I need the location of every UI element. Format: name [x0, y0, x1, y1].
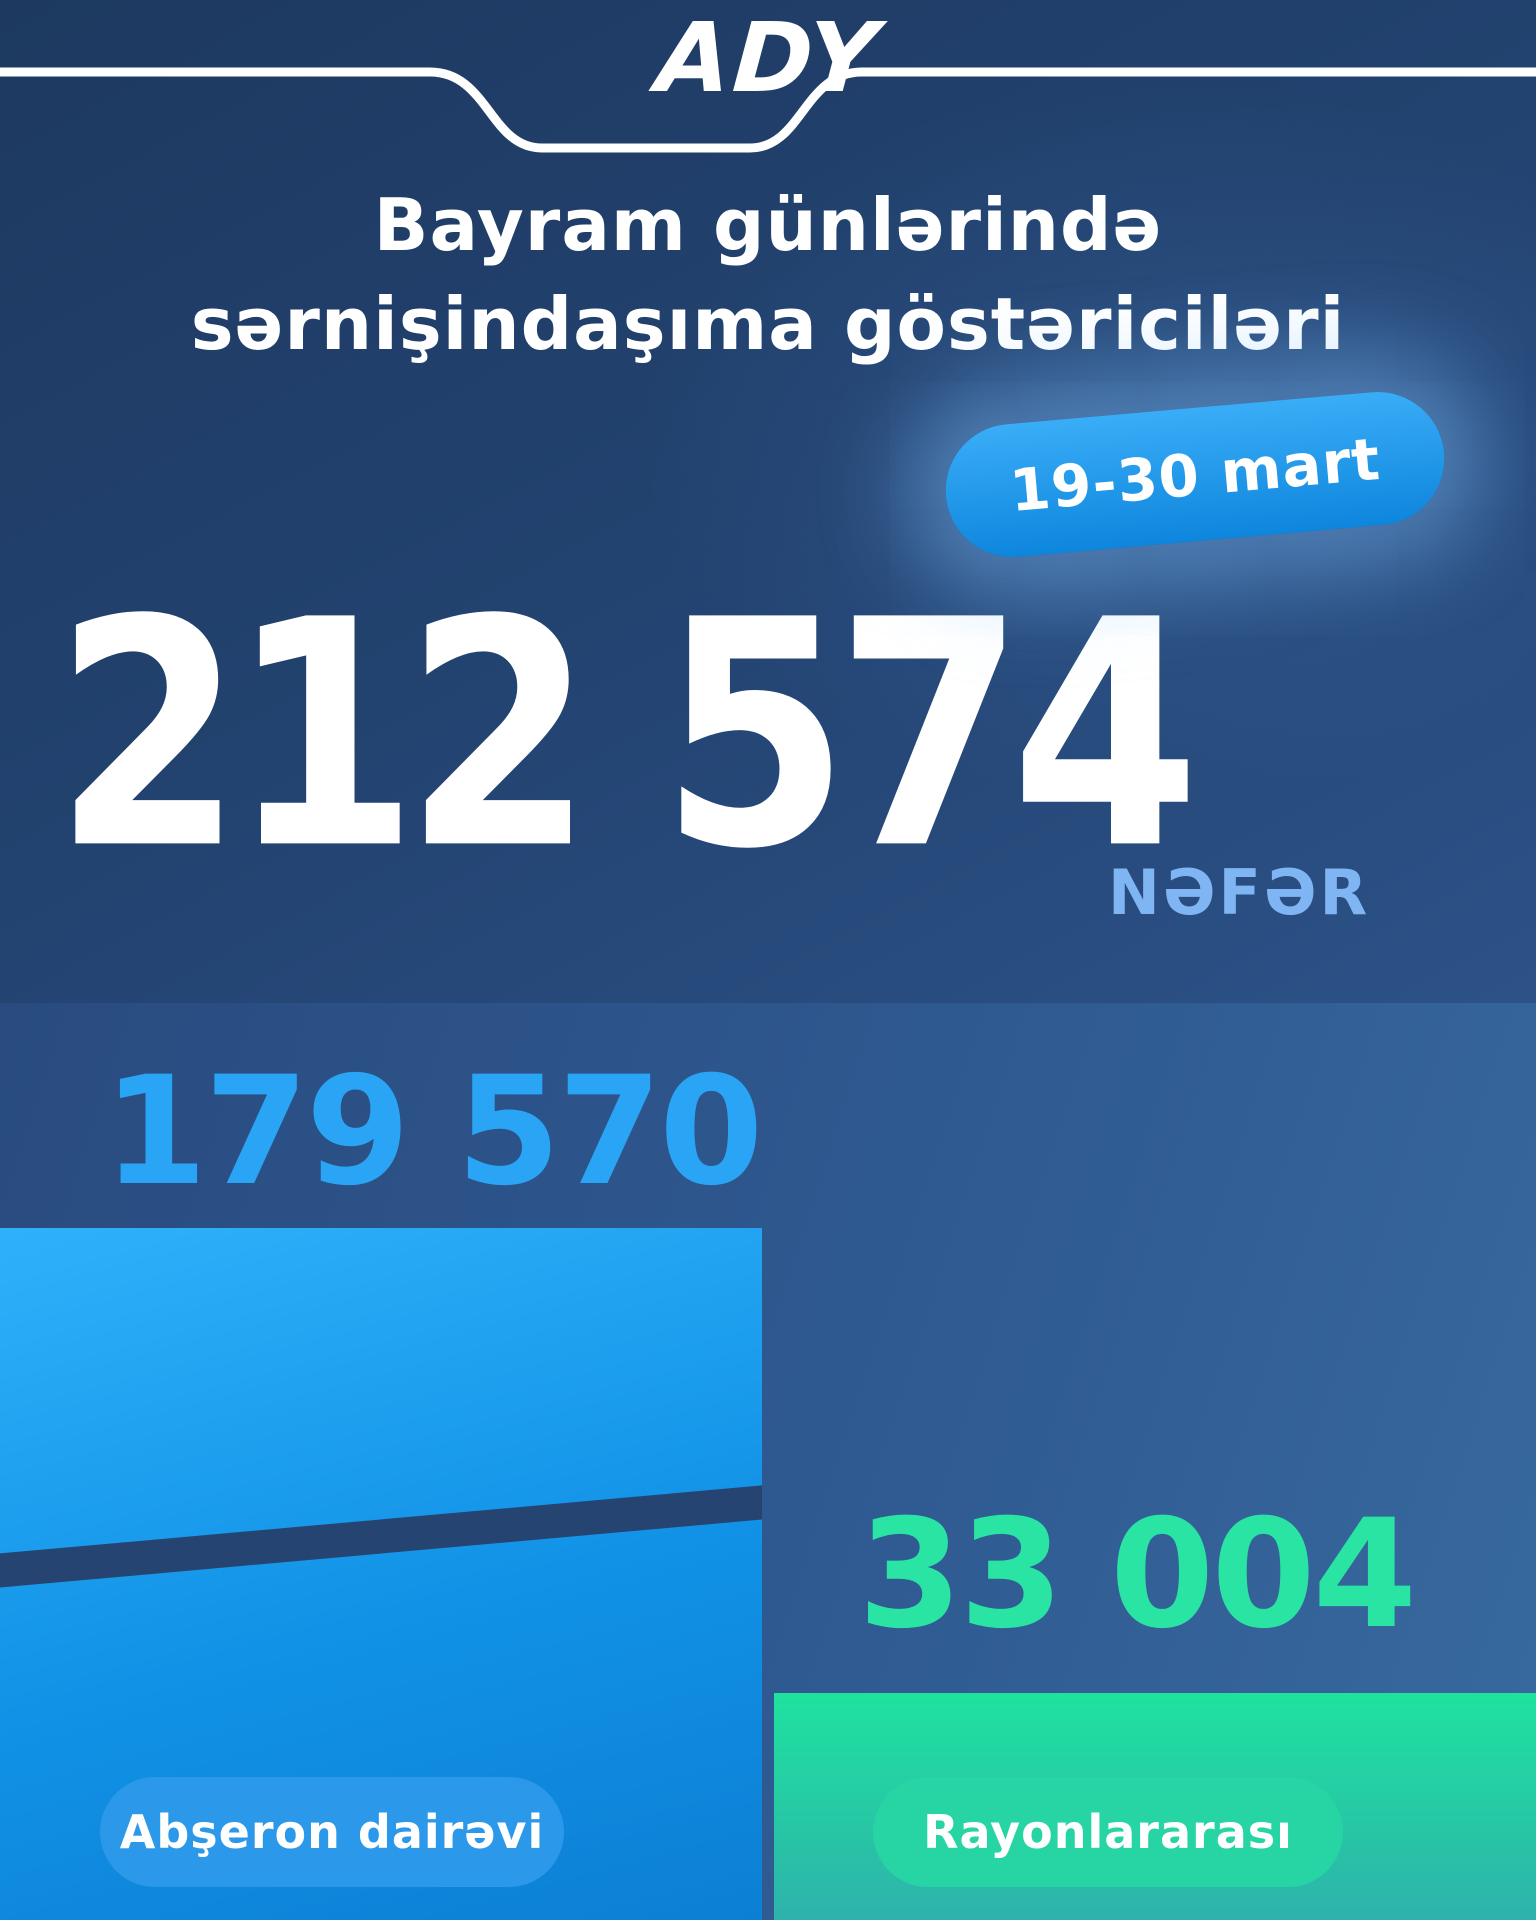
page-title-line-1: Bayram günlərində — [373, 183, 1163, 267]
bar-value-absheron: 179 570 — [103, 1045, 763, 1219]
bar-absheron: Abşeron dairəvi — [0, 1228, 762, 1920]
header-divider-line — [0, 67, 1536, 153]
ady-logo: ADY — [653, 2, 883, 114]
bar-rayonlararasi: Rayonlararası — [774, 1693, 1536, 1920]
bar-value-rayonlararasi: 33 004 — [858, 1488, 1417, 1662]
total-passengers-value: 212 574 — [53, 554, 1200, 919]
bar-category-rayonlararasi: Rayonlararası — [923, 1805, 1293, 1859]
top-section: ADY Bayram günlərində sərnişindaşıma gös… — [0, 0, 1536, 1003]
bar-label-pill-rayonlararasi: Rayonlararası — [873, 1777, 1343, 1887]
period-badge: 19-30 mart — [940, 386, 1450, 563]
bar-category-absheron: Abşeron dairəvi — [119, 1805, 545, 1859]
page-title-line-2: sərnişindaşıma göstəriciləri — [190, 282, 1346, 367]
total-unit-label: NƏFƏR — [1108, 856, 1371, 929]
bar-diagonal-stripe — [0, 1474, 762, 1592]
bar-label-pill-absheron: Abşeron dairəvi — [100, 1777, 564, 1887]
page-title: Bayram günlərində sərnişindaşıma göstəri… — [0, 176, 1536, 375]
